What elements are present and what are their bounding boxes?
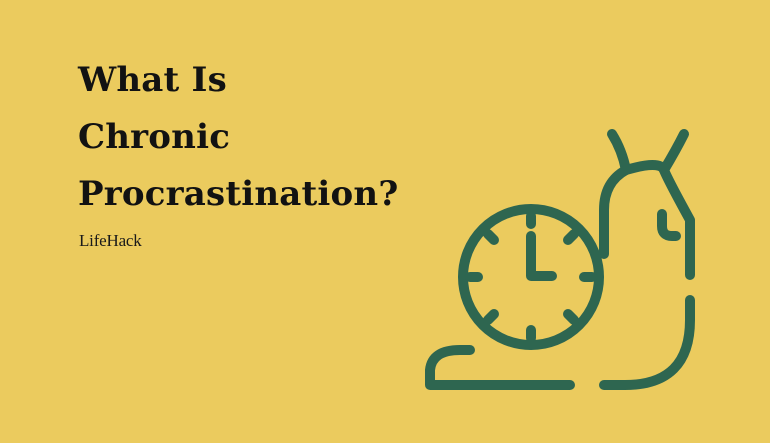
snail-eye xyxy=(657,209,681,241)
page-title: What Is Chronic Procrastination? xyxy=(78,52,498,223)
clock-face xyxy=(458,204,604,350)
clock-hands xyxy=(526,231,557,281)
brand-logo: LifeHack xyxy=(79,231,142,250)
snail-tail xyxy=(599,295,695,390)
snail-foot xyxy=(425,345,575,390)
snail-neck xyxy=(599,165,631,259)
antenna-left xyxy=(607,129,631,175)
clock-ticks xyxy=(465,211,597,343)
snail-clock-icon xyxy=(425,129,695,390)
title-line-1: What Is xyxy=(78,60,227,100)
snail-head xyxy=(621,160,695,280)
title-line-3: Procrastination? xyxy=(78,174,399,214)
antenna-right xyxy=(659,129,689,175)
title-line-2: Chronic xyxy=(78,117,231,157)
